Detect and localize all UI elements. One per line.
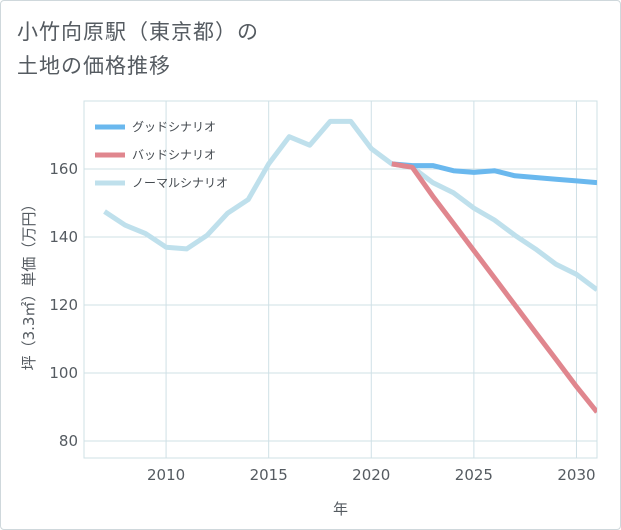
page-title: 小竹向原駅（東京都）の 土地の価格推移 — [17, 15, 259, 83]
legend-label: バッドシナリオ — [132, 148, 216, 162]
title-line-1: 小竹向原駅（東京都）の — [17, 20, 259, 44]
series-line-good — [391, 161, 597, 186]
x-tick-label: 2015 — [250, 466, 288, 484]
y-tick-label: 120 — [49, 296, 78, 314]
y-axis-title: 坪（3.3㎡）単価（万円） — [20, 197, 38, 371]
legend-label: グッドシナリオ — [132, 120, 216, 134]
x-tick-label: 2025 — [455, 466, 493, 484]
title-line-2: 土地の価格推移 — [17, 54, 171, 78]
y-tick-label: 160 — [49, 160, 78, 178]
x-tick-label: 2030 — [557, 466, 595, 484]
y-tick-label: 140 — [49, 228, 78, 246]
plot-area — [83, 100, 598, 459]
x-tick-label: 2020 — [352, 466, 390, 484]
y-tick-label: 80 — [59, 432, 78, 450]
x-tick-label: 2010 — [147, 466, 185, 484]
y-tick-label: 100 — [49, 364, 78, 382]
series-line-bad — [391, 161, 597, 414]
legend-label: ノーマルシナリオ — [132, 176, 228, 190]
series-line-normal — [103, 118, 597, 292]
x-axis-title: 年 — [333, 500, 348, 518]
